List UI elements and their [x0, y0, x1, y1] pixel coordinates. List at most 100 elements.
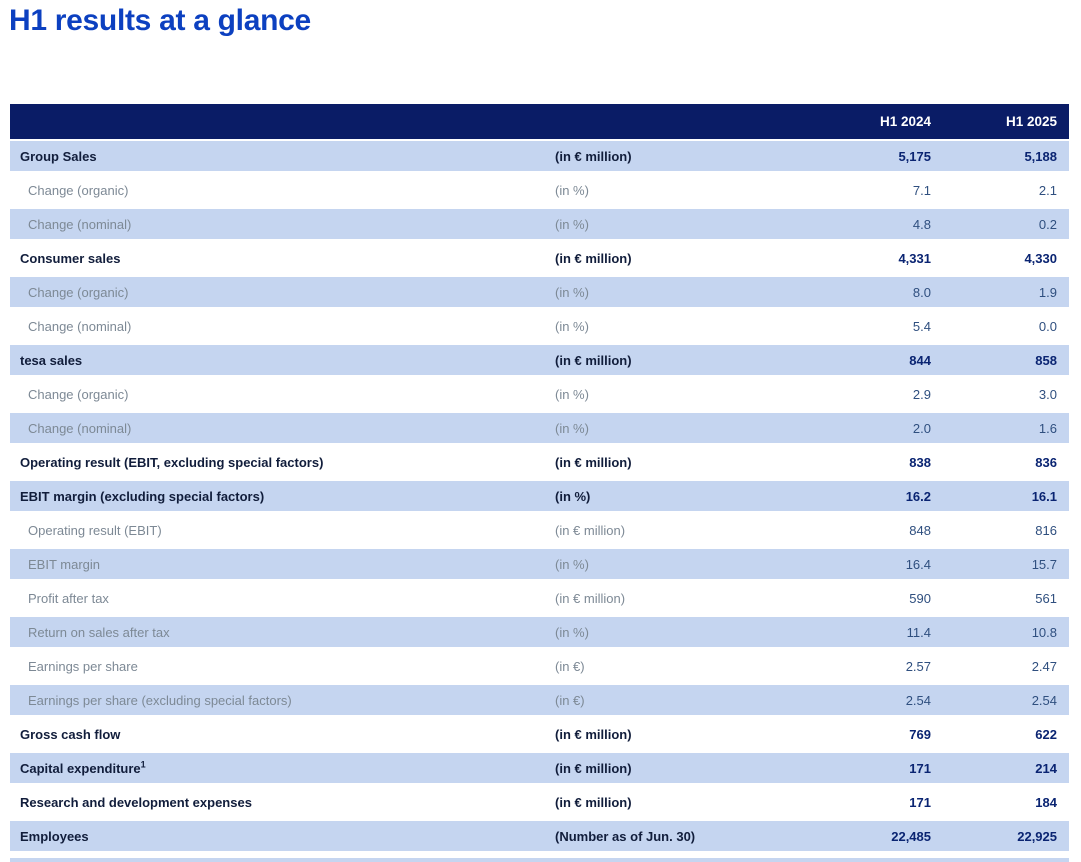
row-label: Employees [20, 828, 89, 844]
table-row: Group Sales (in € million) 5,175 5,188 [10, 141, 1069, 171]
table-row: Capital expenditure1 (in € million) 171 … [10, 753, 1069, 783]
row-value-h1-2025: 1.6 [1038, 420, 1057, 436]
table-header-row: H1 2024 H1 2025 [10, 104, 1069, 139]
row-label: Change (nominal) [28, 318, 132, 334]
results-table: H1 2024 H1 2025 Group Sales (in € millio… [10, 104, 1069, 855]
row-unit: (in %) [555, 284, 589, 300]
table-row: Change (nominal) (in %) 5.4 0.0 [10, 311, 1069, 341]
row-value-h1-2025: 816 [1035, 522, 1057, 538]
row-label: Change (nominal) [28, 420, 132, 436]
row-value-h1-2024: 11.4 [906, 624, 931, 640]
row-unit: (Number as of Jun. 30) [555, 828, 696, 844]
row-label: Return on sales after tax [28, 624, 170, 640]
row-value-h1-2024: 16.2 [905, 488, 931, 504]
row-unit: (in %) [555, 488, 591, 504]
table-row: Operating result (EBIT) (in € million) 8… [10, 515, 1069, 545]
row-label: tesa sales [20, 352, 83, 368]
table-row: Profit after tax (in € million) 590 561 [10, 583, 1069, 613]
table-row: Change (nominal) (in %) 4.8 0.2 [10, 209, 1069, 239]
row-value-h1-2024: 2.57 [905, 658, 931, 674]
row-value-h1-2024: 769 [909, 726, 931, 742]
row-value-h1-2024: 22,485 [891, 828, 931, 844]
table-row: Return on sales after tax (in %) 11.4 10… [10, 617, 1069, 647]
row-label: Operating result (EBIT) [28, 522, 162, 538]
row-unit: (in € million) [555, 454, 632, 470]
row-unit: (in € million) [555, 590, 626, 606]
table-row: Earnings per share (excluding special fa… [10, 685, 1069, 715]
row-value-h1-2025: 5,188 [1024, 148, 1057, 164]
row-value-h1-2025: 2.1 [1038, 182, 1057, 198]
row-value-h1-2025: 10.8 [1031, 624, 1057, 640]
table-row: Gross cash flow (in € million) 769 622 [10, 719, 1069, 749]
row-unit: (in %) [555, 624, 589, 640]
row-unit: (in € million) [555, 522, 626, 538]
row-label: EBIT margin (excluding special factors) [20, 488, 265, 504]
row-label: Earnings per share [28, 658, 138, 674]
row-unit: (in %) [555, 216, 589, 232]
row-value-h1-2024: 838 [909, 454, 931, 470]
table-row: Change (organic) (in %) 2.9 3.0 [10, 379, 1069, 409]
row-value-h1-2025: 0.0 [1038, 318, 1057, 334]
row-unit: (in € million) [555, 794, 632, 810]
row-label: Change (organic) [28, 182, 129, 198]
next-row-sliver [10, 858, 1069, 862]
row-label: EBIT margin [28, 556, 101, 572]
table-row: EBIT margin (excluding special factors) … [10, 481, 1069, 511]
row-value-h1-2024: 2.9 [912, 386, 931, 402]
row-unit: (in %) [555, 318, 589, 334]
row-value-h1-2025: 214 [1035, 760, 1057, 776]
row-value-h1-2025: 22,925 [1017, 828, 1057, 844]
row-value-h1-2024: 171 [909, 760, 931, 776]
row-unit: (in €) [555, 692, 585, 708]
row-label: Consumer sales [20, 250, 121, 266]
row-value-h1-2025: 184 [1035, 794, 1057, 810]
row-value-h1-2024: 4,331 [898, 250, 931, 266]
row-value-h1-2025: 2.47 [1031, 658, 1057, 674]
table-row: Employees (Number as of Jun. 30) 22,485 … [10, 821, 1069, 851]
row-label: Operating result (EBIT, excluding specia… [20, 454, 324, 470]
row-value-h1-2024: 171 [909, 794, 931, 810]
row-value-h1-2024: 844 [909, 352, 931, 368]
row-value-h1-2024: 2.0 [912, 420, 931, 436]
row-value-h1-2024: 16.4 [905, 556, 931, 572]
table-row: Research and development expenses (in € … [10, 787, 1069, 817]
row-value-h1-2024: 5,175 [898, 148, 931, 164]
row-value-h1-2025: 2.54 [1031, 692, 1057, 708]
row-label: Research and development expenses [20, 794, 252, 810]
table-row: Consumer sales (in € million) 4,331 4,33… [10, 243, 1069, 273]
footnote-marker: 1 [140, 759, 146, 770]
row-unit: (in € million) [555, 352, 632, 368]
row-unit: (in %) [555, 556, 589, 572]
row-value-h1-2025: 1.9 [1038, 284, 1057, 300]
row-value-h1-2024: 848 [909, 522, 931, 538]
row-value-h1-2025: 16.1 [1031, 488, 1057, 504]
row-value-h1-2025: 836 [1035, 454, 1057, 470]
table-row: EBIT margin (in %) 16.4 15.7 [10, 549, 1069, 579]
row-value-h1-2025: 622 [1035, 726, 1057, 742]
row-value-h1-2024: 2.54 [905, 692, 931, 708]
row-label: Capital expenditure1 [20, 759, 146, 776]
row-value-h1-2025: 3.0 [1038, 386, 1057, 402]
row-unit: (in %) [555, 182, 589, 198]
row-value-h1-2025: 0.2 [1038, 216, 1057, 232]
table-row: Change (nominal) (in %) 2.0 1.6 [10, 413, 1069, 443]
row-label: Change (organic) [28, 284, 129, 300]
row-value-h1-2025: 858 [1035, 352, 1057, 368]
column-header-h1-2024: H1 2024 [879, 114, 931, 129]
row-value-h1-2024: 8.0 [912, 284, 931, 300]
table-row: Earnings per share (in €) 2.57 2.47 [10, 651, 1069, 681]
row-value-h1-2025: 561 [1035, 590, 1057, 606]
table-row: tesa sales (in € million) 844 858 [10, 345, 1069, 375]
row-value-h1-2025: 4,330 [1024, 250, 1057, 266]
row-label: Change (organic) [28, 386, 129, 402]
row-unit: (in %) [555, 386, 589, 402]
row-value-h1-2025: 15.7 [1031, 556, 1057, 572]
row-unit: (in € million) [555, 250, 632, 266]
table-body: Group Sales (in € million) 5,175 5,188 C… [10, 141, 1069, 851]
row-unit: (in %) [555, 420, 589, 436]
row-unit: (in € million) [555, 760, 632, 776]
row-label: Earnings per share (excluding special fa… [28, 692, 292, 708]
table-row: Change (organic) (in %) 7.1 2.1 [10, 175, 1069, 205]
row-value-h1-2024: 5.4 [912, 318, 931, 334]
